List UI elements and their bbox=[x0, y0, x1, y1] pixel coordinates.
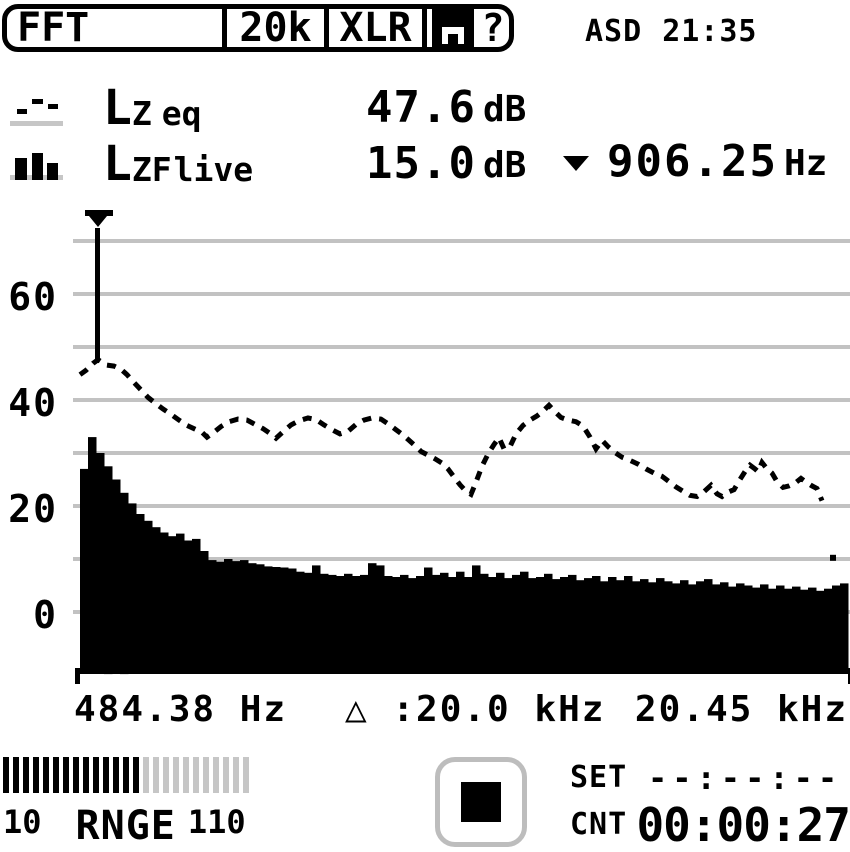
range-meter-bar bbox=[163, 757, 169, 793]
input-label: XLR bbox=[339, 5, 412, 51]
x-axis-start-label: 484.38 Hz bbox=[74, 689, 288, 730]
legend-value-leq: 47.6 dB bbox=[366, 86, 526, 130]
mode-segment-fft[interactable]: FFT bbox=[7, 5, 227, 51]
range-meter-bar bbox=[103, 757, 109, 793]
range-meter-bar bbox=[83, 757, 89, 793]
range-meter-bar bbox=[23, 757, 29, 793]
leq-value: 47.6 bbox=[366, 82, 476, 133]
range-labels: 10 RNGE 110 bbox=[3, 806, 263, 846]
live-value: 15.0 bbox=[366, 138, 476, 189]
dashed-line-icon bbox=[10, 99, 63, 126]
range-low-value: 10 bbox=[3, 803, 42, 841]
timer-block: SET --:--:-- CNT 00:00:27 bbox=[570, 762, 850, 848]
legend-subscript: ZF bbox=[131, 150, 172, 189]
range-meter-bar bbox=[123, 757, 129, 793]
range-meter-bar bbox=[33, 757, 39, 793]
down-triangle-icon bbox=[563, 156, 589, 171]
spectrum-bars-icon bbox=[10, 153, 63, 180]
status-clock: ASD 21:35 bbox=[585, 14, 758, 49]
range-meter-bar bbox=[133, 757, 139, 793]
live-unit: dB bbox=[482, 145, 527, 186]
range-meter-bar bbox=[173, 757, 179, 793]
legend-mode: live bbox=[173, 150, 254, 189]
band-label: 20k bbox=[239, 5, 312, 51]
range-meter-bar bbox=[53, 757, 59, 793]
x-axis-span-label: △ :20.0 kHz bbox=[345, 689, 606, 730]
legend-value-live: 15.0 dB bbox=[366, 142, 526, 186]
clock-time: 21:35 bbox=[662, 14, 758, 49]
range-meter-bar bbox=[233, 757, 239, 793]
range-meter-bar bbox=[3, 757, 9, 793]
cnt-value: 00:00:27 bbox=[636, 798, 850, 852]
help-icon[interactable]: ? bbox=[481, 6, 505, 50]
range-meter-bar bbox=[213, 757, 219, 793]
cursor-frequency-value: 906.25 bbox=[607, 136, 778, 187]
cnt-timer-row: CNT 00:00:27 bbox=[570, 802, 850, 848]
range-meter-bar bbox=[243, 757, 249, 793]
status-code: ASD bbox=[585, 14, 643, 49]
range-meter-bar bbox=[223, 757, 229, 793]
input-segment-xlr[interactable]: XLR bbox=[329, 5, 427, 51]
x-axis-end-label: 20.45 kHz bbox=[634, 689, 848, 730]
legend-symbol: L bbox=[103, 80, 132, 136]
range-meter-bar bbox=[63, 757, 69, 793]
cursor-frequency-readout: 906.25 Hz bbox=[563, 140, 827, 184]
set-label: SET bbox=[570, 760, 628, 795]
range-meter-bar bbox=[203, 757, 209, 793]
save-floppy-icon[interactable] bbox=[431, 8, 474, 48]
mode-bar: FFT 20k XLR ? bbox=[2, 4, 514, 52]
y-tick-40: 40 bbox=[8, 381, 58, 425]
save-help-segment[interactable]: ? bbox=[427, 6, 509, 50]
cursor-frequency-unit: Hz bbox=[783, 143, 828, 184]
set-value: --:--:-- bbox=[648, 759, 843, 797]
mode-label: FFT bbox=[17, 5, 90, 51]
range-meter-bar bbox=[183, 757, 189, 793]
legend-subscript: Z bbox=[131, 94, 152, 133]
range-meter-bar bbox=[93, 757, 99, 793]
stop-button[interactable] bbox=[435, 757, 527, 847]
range-high-value: 110 bbox=[187, 803, 246, 841]
range-meter-bar bbox=[73, 757, 79, 793]
range-meter-bar bbox=[43, 757, 49, 793]
legend-mode: eq bbox=[161, 94, 202, 133]
stop-square-icon bbox=[461, 782, 501, 822]
range-meter-bar bbox=[13, 757, 19, 793]
range-meter-bar bbox=[193, 757, 199, 793]
range-title: RNGE bbox=[75, 803, 176, 849]
range-meter-bar bbox=[143, 757, 149, 793]
band-segment-20k[interactable]: 20k bbox=[227, 5, 329, 51]
cnt-label: CNT bbox=[570, 807, 628, 842]
y-tick-0: 0 bbox=[33, 593, 58, 637]
legend-symbol: L bbox=[103, 136, 132, 192]
leq-unit: dB bbox=[482, 89, 527, 130]
range-meter-bar bbox=[113, 757, 119, 793]
y-tick-20: 20 bbox=[8, 487, 58, 531]
legend-row-live: L ZF live bbox=[103, 140, 253, 188]
range-meter-bar bbox=[153, 757, 159, 793]
range-level-meter bbox=[3, 757, 253, 793]
y-tick-60: 60 bbox=[8, 275, 58, 319]
set-timer-row: SET --:--:-- bbox=[570, 762, 850, 794]
